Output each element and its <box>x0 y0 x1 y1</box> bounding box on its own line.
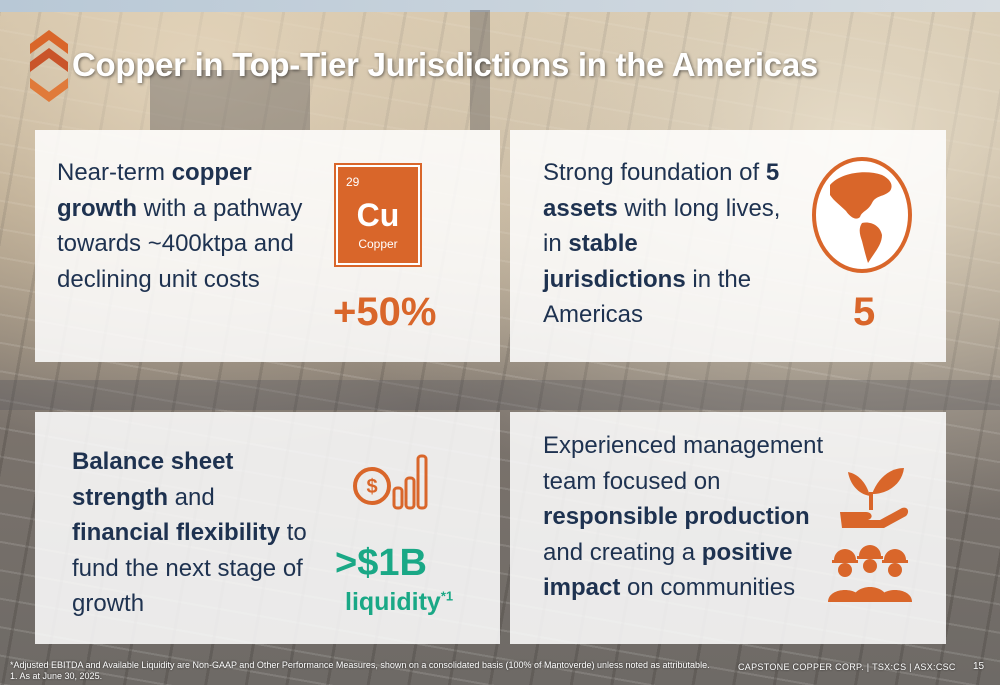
assets-text: Strong foundation of 5 assets with long … <box>543 159 781 328</box>
balance-text: Balance sheet strength and financial fle… <box>72 448 307 617</box>
growth-value: +50% <box>333 290 437 334</box>
americas-globe-icon <box>812 157 912 273</box>
slide-title: Copper in Top-Tier Jurisdictions in the … <box>72 46 818 83</box>
page-number: 15 <box>973 661 985 672</box>
plant-pipe-band <box>0 380 1000 410</box>
element-symbol: Cu <box>356 197 400 233</box>
footnote: *Adjusted EBITDA and Available Liquidity… <box>10 660 710 681</box>
management-text: Experienced management team focused on r… <box>543 432 824 601</box>
capstone-logo-icon <box>30 30 68 102</box>
assets-value: 5 <box>853 290 876 334</box>
plant-building <box>150 70 310 130</box>
panel-balance-sheet <box>35 412 500 644</box>
crane-tower <box>470 10 490 130</box>
panel-copper-growth <box>35 130 500 362</box>
dollar-growth-chart-icon: $ <box>353 454 428 510</box>
element-number: 29 <box>346 175 360 189</box>
sky-strip <box>0 0 1000 12</box>
growth-text: Near-term copper growth with a pathway t… <box>57 159 303 293</box>
svg-text:$: $ <box>366 476 377 498</box>
element-name: Copper <box>358 237 398 251</box>
liquidity-value: >$1B <box>335 542 427 584</box>
footer-company: CAPSTONE COPPER CORP. | TSX:CS | ASX:CSC <box>738 662 956 672</box>
hand-plant-workers-icon <box>828 468 912 602</box>
copper-element-tile: 29 Cu Copper <box>334 163 422 267</box>
liquidity-label: liquidity*1 <box>345 588 454 616</box>
